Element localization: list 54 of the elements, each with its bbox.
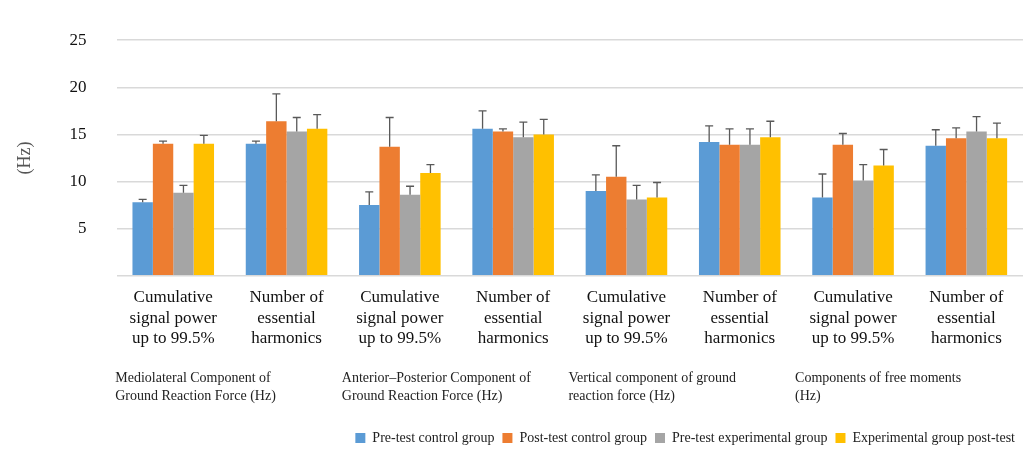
- bar: [945, 138, 967, 276]
- bar: [286, 131, 307, 276]
- text: Anterior–Posterior Component of Ground Reaction Force (Hz): [341, 369, 532, 404]
- bar: [832, 144, 854, 276]
- bar: [152, 143, 174, 276]
- x-tick-label: Number of essential harmonics: [476, 287, 551, 348]
- bar: [533, 134, 554, 276]
- bar: [873, 165, 894, 276]
- bar: [492, 131, 514, 276]
- bar: [399, 194, 421, 276]
- bar: [306, 128, 328, 276]
- bar: [739, 144, 761, 276]
- text: Components of free moments (Hz): [795, 369, 962, 404]
- y-tick-label: 25: [69, 29, 87, 49]
- bar: [853, 180, 874, 276]
- x-tick-label: Number of essential harmonics: [249, 287, 324, 348]
- bar: [513, 137, 534, 276]
- y-tick-label: 5: [78, 218, 87, 238]
- bar: [359, 205, 380, 276]
- bar: [472, 128, 493, 276]
- bar: [606, 176, 627, 276]
- x-tick-label: Number of essential harmonics: [702, 287, 778, 348]
- x-tick-label: Cumulative signal power up to 99.5%: [129, 287, 218, 348]
- bar: [812, 197, 833, 276]
- bar: [420, 173, 441, 276]
- y-tick-label: 10: [69, 171, 87, 191]
- bar: [193, 143, 215, 276]
- y-tick-label: 15: [69, 123, 87, 143]
- bar: [266, 121, 287, 276]
- bar: [646, 197, 668, 276]
- y-tick-label: 20: [69, 76, 87, 96]
- bar: [719, 144, 740, 276]
- text: Mediolateral Component of Ground Reaction Force (Hz): [115, 369, 277, 404]
- legend-label: Post-test control group: [519, 429, 647, 445]
- bar: [925, 145, 946, 276]
- x-tick-label: Cumulative signal power up to 99.5%: [356, 287, 444, 348]
- legend-label: Pre-test experimental group: [671, 429, 828, 445]
- text: Vertical component of ground reaction force (Hz): [568, 369, 737, 404]
- bar: [626, 199, 647, 276]
- legend-label: Pre-test control group: [372, 429, 495, 445]
- y-axis-title: (Hz): [13, 141, 35, 175]
- bar: [245, 143, 267, 276]
- bar: [760, 137, 781, 276]
- bar: [379, 146, 400, 276]
- bar: [132, 202, 153, 276]
- bar: [585, 190, 607, 276]
- x-tick-label: Cumulative signal power up to 99.5%: [582, 287, 671, 348]
- x-tick-label: Cumulative signal power up to 99.5%: [809, 287, 898, 348]
- bar: [986, 138, 1008, 276]
- legend-label: Experimental group post-test: [852, 429, 1016, 445]
- bar: [966, 131, 987, 276]
- bar: [173, 192, 194, 276]
- x-tick-label: Number of essential harmonics: [929, 287, 1004, 348]
- bar: [698, 141, 720, 276]
